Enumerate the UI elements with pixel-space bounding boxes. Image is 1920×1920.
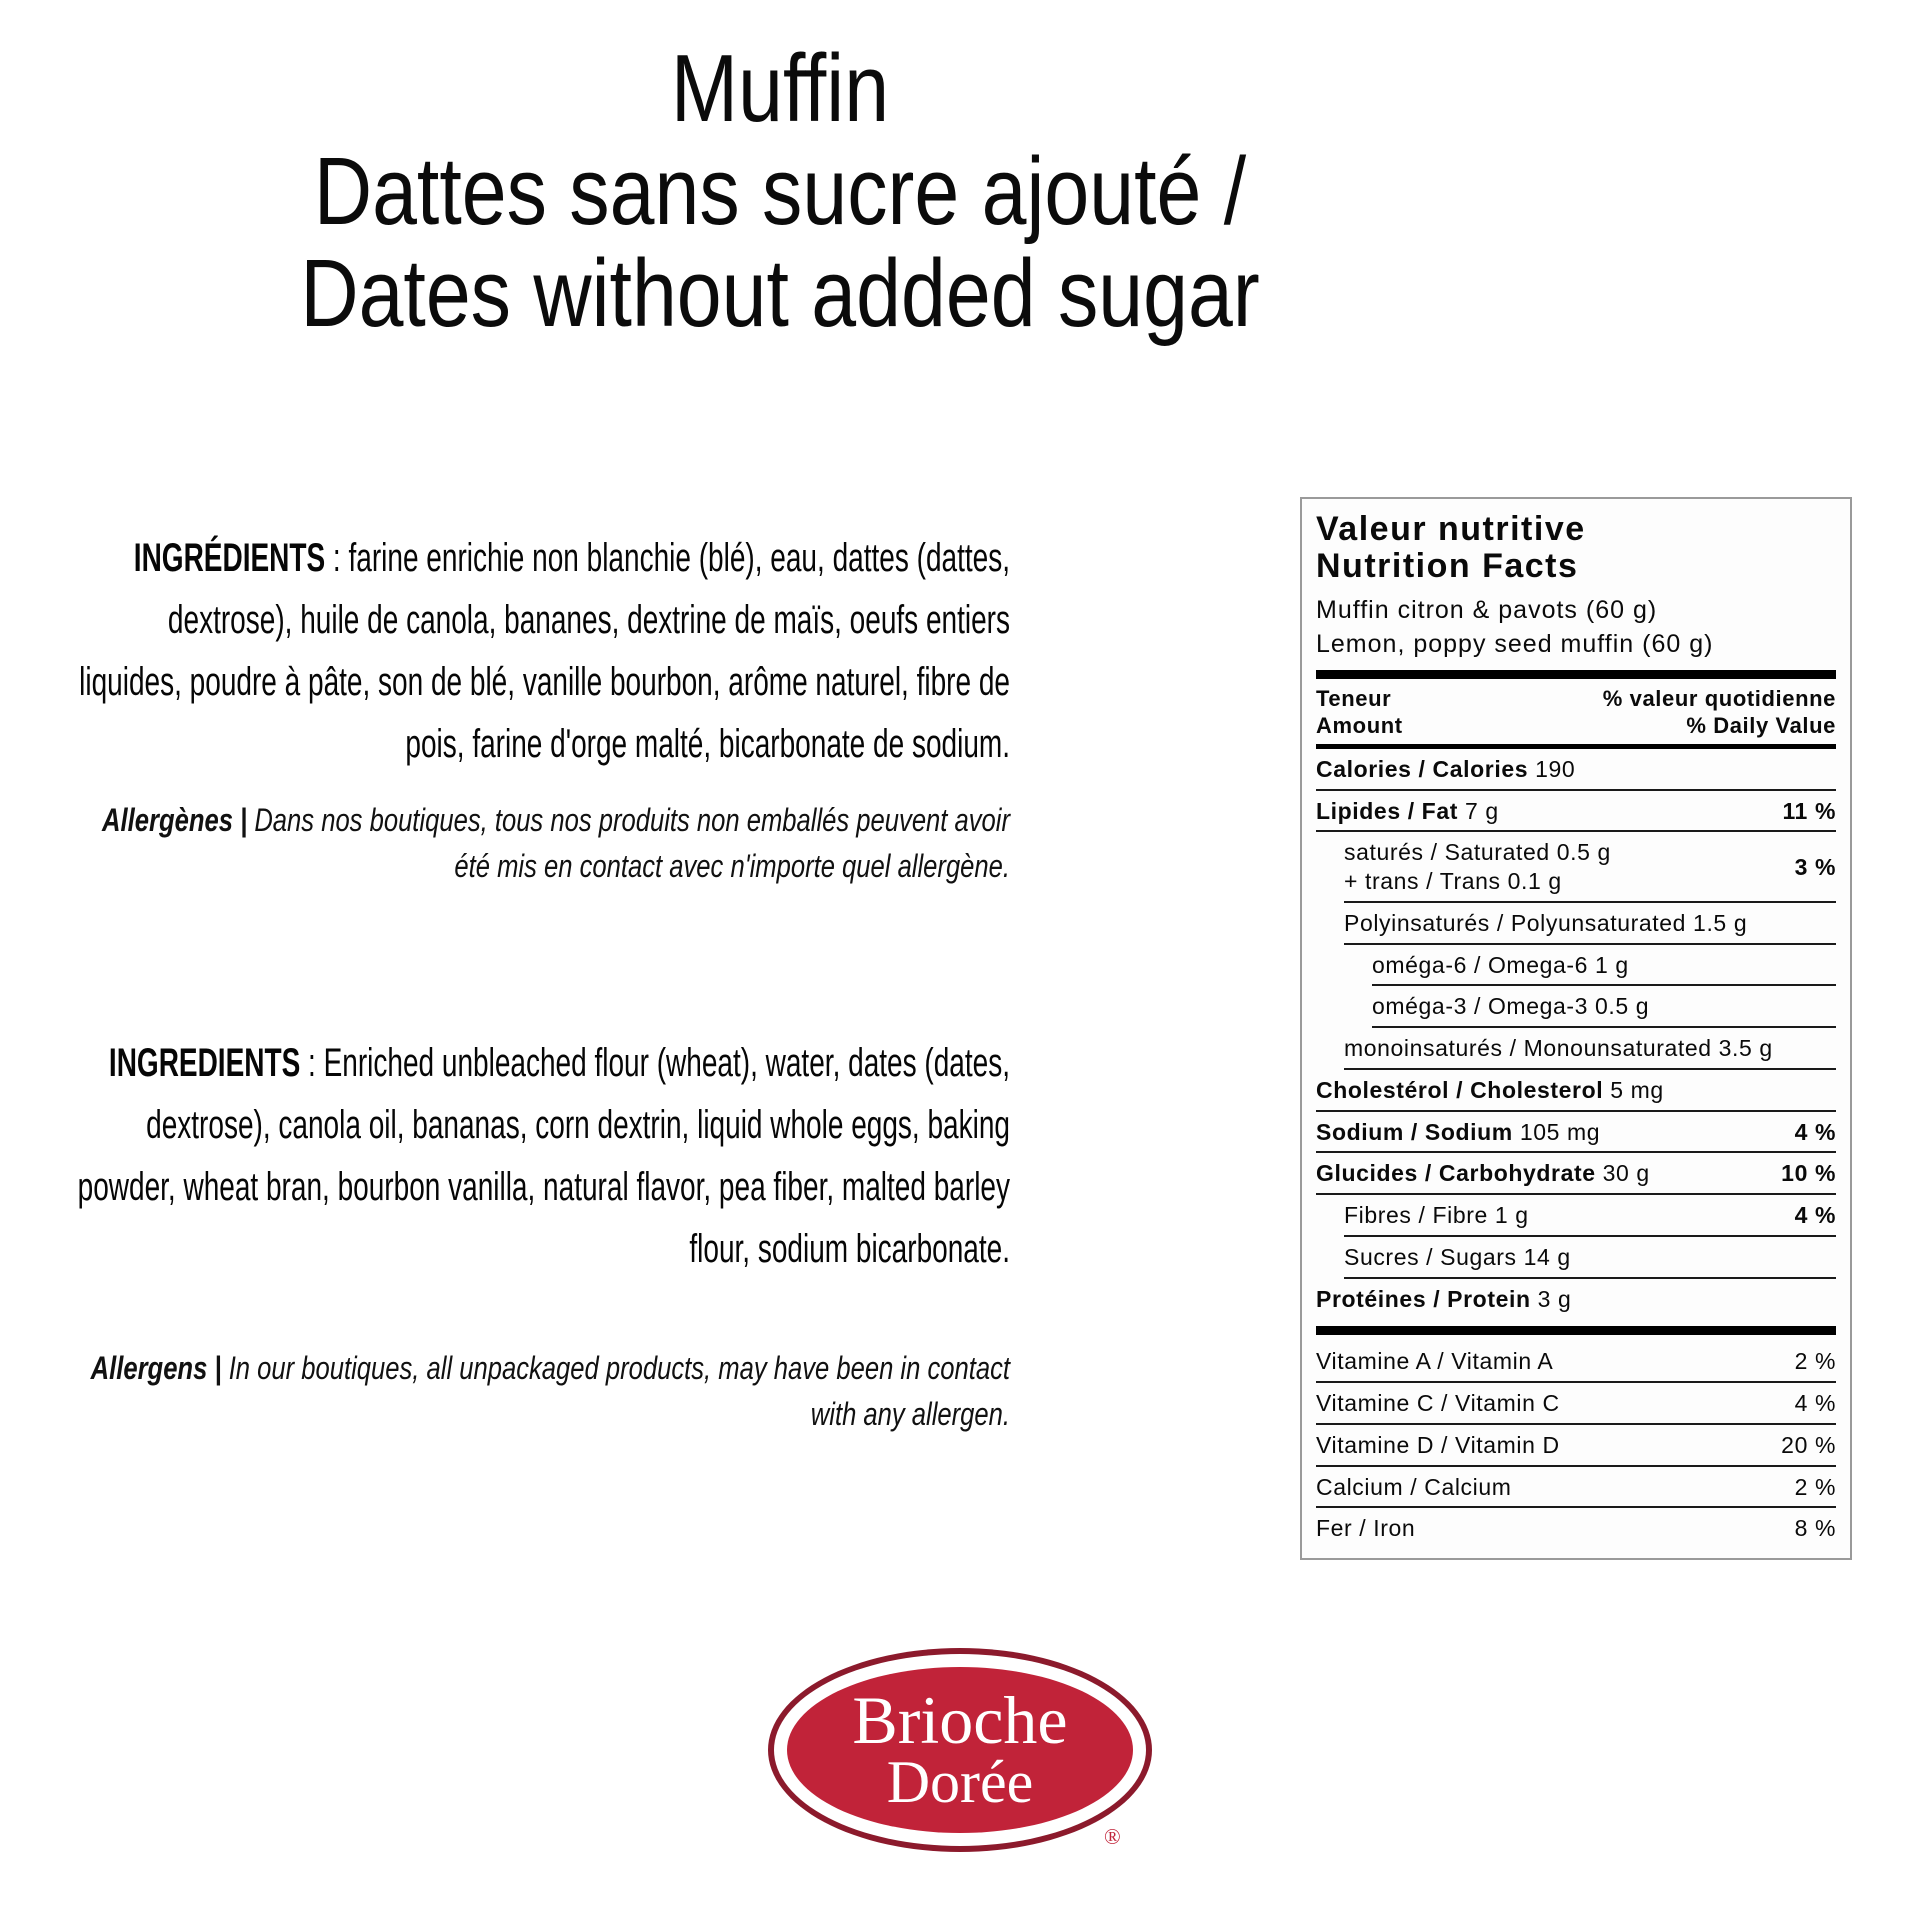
brioche-doree-logo: Brioche Dorée ® (768, 1648, 1152, 1852)
allergens-fr: Allergènes | Dans nos boutiques, tous no… (82, 797, 1010, 890)
nutrition-serving-en: Lemon, poppy seed muffin (60 g) (1316, 630, 1714, 659)
nutrition-row-protein: Protéines / Protein 3 g (1316, 1285, 1572, 1312)
logo-wordmark-line2: Dorée (886, 1748, 1034, 1815)
allergens-fr-text: Dans nos boutiques, tous nos produits no… (254, 802, 1010, 885)
daily-value-header: % valeur quotidienne % Daily Value (1602, 685, 1836, 739)
product-title-line2: Dattes sans sucre ajouté / (313, 137, 1247, 245)
nutrition-row-cholesterol: Cholestérol / Cholesterol 5 mg (1316, 1070, 1836, 1112)
logo-outer-ring: Brioche Dorée (768, 1648, 1152, 1852)
nutrition-row-fat: Lipides / Fat 7 g 11 % (1316, 791, 1836, 833)
nutrition-row-omega6: oméga-6 / Omega-6 1 g (1372, 945, 1836, 987)
nutrition-row-fibre: Fibres / Fibre 1 g 4 % (1344, 1195, 1836, 1237)
nutrition-row-omega3: oméga-3 / Omega-3 0.5 g (1372, 986, 1836, 1029)
nutrition-facts-label: Valeur nutritive Nutrition Facts Muffin … (1300, 497, 1852, 1561)
nutrition-row-sugars: Sucres / Sugars 14 g (1344, 1237, 1836, 1279)
product-title-line3: Dates without added sugar (300, 240, 1260, 348)
amount-header: Teneur Amount (1316, 685, 1403, 739)
product-title-line1: Muffin (670, 35, 890, 142)
separator-medium (1316, 743, 1836, 749)
nutrition-row-vitamin-d: Vitamine D / Vitamin D 20 % (1316, 1425, 1836, 1467)
nutrition-row-vitamin-a: Vitamine A / Vitamin A 2 % (1316, 1341, 1836, 1384)
allergens-en-label: Allergens | (90, 1350, 229, 1386)
nutrition-row-sodium: Sodium / Sodium 105 mg 4 % (1316, 1112, 1836, 1154)
allergens-en: Allergens | In our boutiques, all unpack… (82, 1345, 1010, 1438)
separator-thick-top (1316, 669, 1836, 679)
ingredients-fr: INGRÉDIENTS : farine enrichie non blanch… (69, 527, 1010, 775)
ingredients-en-text: : Enriched unbleached flour (wheat), wat… (77, 1041, 1011, 1271)
ingredients-fr-label: INGRÉDIENTS (133, 536, 326, 580)
product-title: Muffin Dattes sans sucre ajouté / Dates … (125, 35, 1435, 348)
nutrition-row-calcium: Calcium / Calcium 2 % (1316, 1467, 1836, 1509)
nutrition-row-saturated-trans: saturés / Saturated 0.5 g + trans / Trans… (1344, 832, 1836, 903)
ingredients-en-label: INGREDIENTS (108, 1041, 301, 1085)
registered-trademark-icon: ® (1104, 1824, 1121, 1849)
nutrition-title-fr: Valeur nutritive (1316, 510, 1586, 548)
allergens-en-text: In our boutiques, all unpackaged product… (228, 1350, 1010, 1433)
logo-white-ring: Brioche Dorée (774, 1654, 1146, 1846)
nutrition-row-carbohydrate: Glucides / Carbohydrate 30 g 10 % (1316, 1153, 1836, 1196)
separator-thick-bottom (1316, 1326, 1836, 1336)
logo-red-ellipse: Brioche Dorée (787, 1667, 1133, 1833)
nutrition-row-monounsaturated: monoinsaturés / Monounsaturated 3.5 g (1344, 1028, 1836, 1070)
nutrition-column-headers: Teneur Amount % valeur quotidienne % Dai… (1316, 685, 1836, 740)
ingredients-fr-text: : farine enrichie non blanchie (blé), ea… (79, 536, 1010, 766)
nutrition-row-iron: Fer / Iron 8 % (1316, 1515, 1836, 1542)
nutrition-serving-fr: Muffin citron & pavots (60 g) (1316, 596, 1658, 625)
nutrition-row-polyunsaturated: Polyinsaturés / Polyunsaturated 1.5 g (1344, 903, 1836, 945)
nutrition-row-vitamin-c: Vitamine C / Vitamin C 4 % (1316, 1383, 1836, 1425)
ingredients-en: INGREDIENTS : Enriched unbleached flour … (69, 1032, 1011, 1280)
logo-wordmark-line1: Brioche (852, 1682, 1068, 1759)
allergens-fr-label: Allergènes | (102, 802, 255, 838)
nutrition-row-calories: Calories / Calories 190 (1316, 749, 1836, 791)
nutrition-title-en: Nutrition Facts (1316, 546, 1579, 585)
